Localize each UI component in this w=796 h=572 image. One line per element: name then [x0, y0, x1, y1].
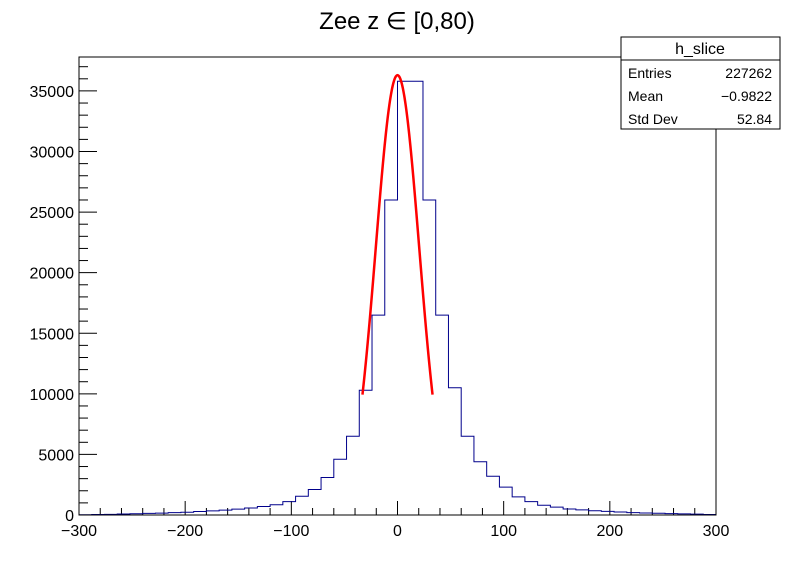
y-tick-label: 15000: [30, 326, 75, 343]
x-tick-label: −300: [61, 523, 97, 540]
stats-stddev-value: 52.84: [737, 111, 772, 127]
y-tick-label: 0: [65, 508, 74, 525]
y-tick-label: 10000: [30, 387, 75, 404]
stats-mean-label: Mean: [628, 88, 663, 104]
chart-title: Zee z ∈ [0,80): [319, 8, 475, 35]
y-tick-label: 30000: [30, 145, 75, 162]
histogram-series: [78, 80, 717, 516]
stats-entries-value: 227262: [725, 65, 772, 81]
x-tick-label: 100: [490, 523, 517, 540]
stats-mean-value: −0.9822: [721, 88, 772, 104]
y-tick-label: 5000: [38, 447, 74, 464]
x-tick-label: 200: [596, 523, 623, 540]
x-tick-label: 300: [703, 523, 730, 540]
x-tick-label: −100: [273, 523, 309, 540]
stats-box: h_slice Entries 227262 Mean −0.9822 Std …: [620, 36, 781, 130]
stats-box-title: h_slice: [675, 41, 725, 58]
gaussian-fit-curve: [361, 73, 434, 395]
y-axis-tick-labels: 0 5000 10000 15000 20000 25000 30000 35000: [30, 84, 75, 525]
x-tick-label: 0: [393, 523, 402, 540]
plot-frame: [78, 56, 717, 516]
x-axis-tick-labels: −300 −200 −100 0 100 200 300: [61, 523, 729, 540]
stats-stddev-label: Std Dev: [628, 111, 678, 127]
y-tick-label: 20000: [30, 266, 75, 283]
stats-entries-label: Entries: [628, 65, 672, 81]
x-tick-label: −200: [167, 523, 203, 540]
y-tick-label: 35000: [30, 84, 75, 101]
y-tick-label: 25000: [30, 205, 75, 222]
